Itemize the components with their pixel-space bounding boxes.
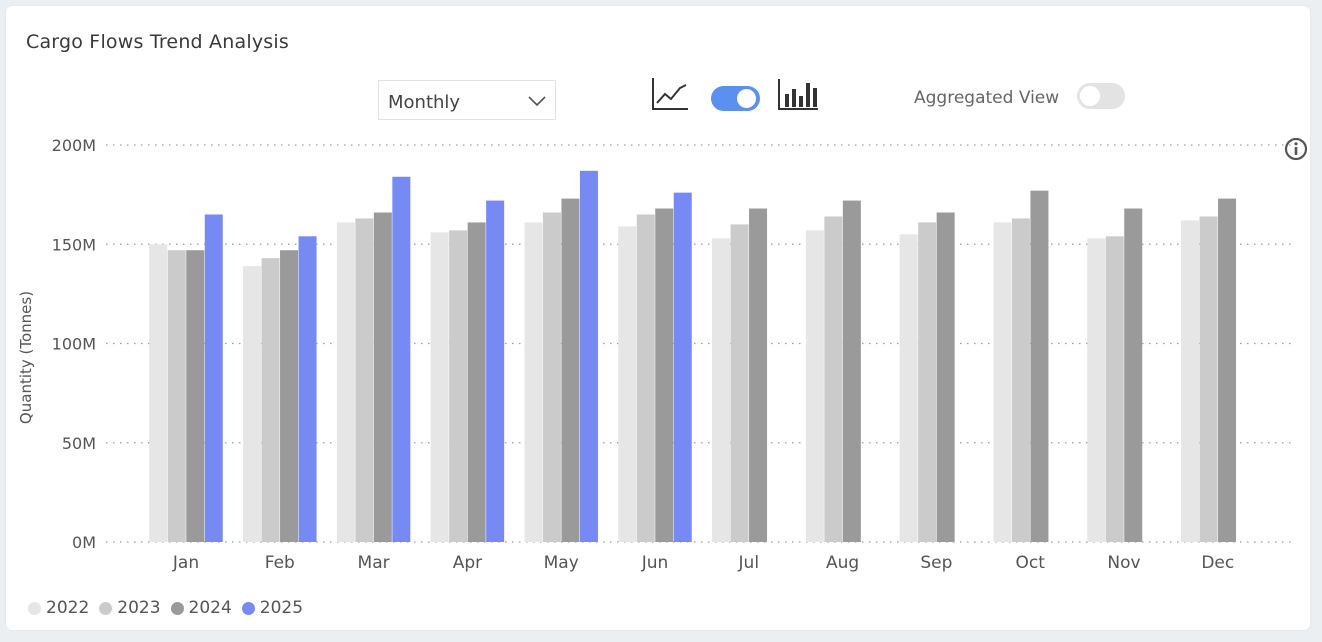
bar-2024-aug (842, 200, 861, 542)
bar-2023-jan (167, 250, 186, 542)
bar-2023-jul (730, 224, 749, 542)
x-tick-label: Jan (172, 553, 199, 573)
bar-2024-feb (280, 250, 299, 542)
bar-2023-jun (636, 214, 655, 542)
bar-2023-dec (1199, 216, 1218, 542)
y-tick-label: 150M (52, 235, 96, 254)
bar-2023-oct (1011, 218, 1030, 542)
y-tick-label: 50M (62, 434, 96, 453)
bar-2025-apr (486, 200, 505, 542)
bar-2024-jan (186, 250, 205, 542)
legend-label: 2023 (117, 598, 161, 618)
info-icon[interactable] (1284, 137, 1308, 165)
bar-2023-may (542, 212, 561, 543)
legend-dot (99, 601, 113, 615)
bar-2024-oct (1030, 190, 1049, 542)
chevron-down-icon (527, 93, 547, 112)
bar-2022-mar (336, 222, 355, 543)
bar-2023-mar (355, 218, 374, 542)
aggregated-view-label: Aggregated View (914, 88, 1060, 108)
y-tick-label: 200M (52, 136, 96, 155)
bar-2022-feb (243, 266, 262, 542)
bar-2024-jun (655, 208, 674, 542)
period-dropdown-value: Monthly (388, 92, 461, 113)
bar-2022-jan (149, 244, 168, 542)
x-tick-label: Apr (453, 553, 482, 573)
bar-2022-may (524, 222, 543, 543)
bar-2023-feb (261, 258, 280, 542)
bar-chart: 0M 50M 100M 150M 200M Quantity (Tonnes) Jan Feb… (17, 136, 1296, 573)
x-tick-label: Sep (920, 553, 952, 573)
bar-2022-jun (618, 226, 637, 542)
bar-2022-jul (712, 238, 731, 543)
bar-2025-feb (298, 236, 317, 542)
y-tick-label: 100M (52, 335, 96, 354)
legend-label: 2025 (259, 598, 304, 618)
legend-item-2023[interactable]: 2023 (99, 598, 161, 618)
bar-chart-icon[interactable] (776, 76, 820, 116)
x-tick-label: Jun (641, 553, 669, 573)
bar-2024-nov (1124, 208, 1143, 542)
x-tick-label: Jul (738, 553, 760, 573)
bar-2022-aug (805, 230, 824, 543)
bar-2023-nov (1105, 236, 1124, 542)
legend: 2022 2023 2024 2025 (28, 598, 303, 618)
x-tick-label: May (544, 553, 579, 573)
chart-type-toggle[interactable] (711, 86, 760, 111)
bar-2024-may (561, 198, 580, 542)
bar-2024-sep (936, 212, 955, 543)
bar-2023-aug (824, 216, 843, 542)
legend-item-2024[interactable]: 2024 (170, 598, 232, 618)
legend-dot (28, 601, 41, 615)
toggle-knob (737, 89, 756, 108)
y-tick-label: 0M (72, 533, 96, 552)
bar-2022-sep (899, 234, 918, 542)
bar-2022-oct (993, 222, 1012, 543)
period-dropdown[interactable]: Monthly (378, 80, 556, 120)
chart-card: Cargo Flows Trend Analysis Monthly Aggre… (6, 6, 1310, 630)
x-tick-label: Nov (1107, 553, 1140, 573)
legend-label: 2024 (188, 598, 232, 618)
bar-2025-mar (392, 176, 411, 542)
bar-2024-apr (467, 222, 486, 543)
bar-2022-nov (1087, 238, 1106, 543)
legend-dot (241, 601, 255, 615)
bar-2024-mar (373, 212, 392, 543)
legend-dot (170, 601, 184, 615)
x-tick-label: Aug (826, 553, 859, 573)
bar-2025-may (579, 170, 598, 542)
legend-item-2022[interactable]: 2022 (28, 598, 89, 618)
bar-2025-jan (204, 214, 223, 542)
bar-2024-jul (749, 208, 768, 542)
x-tick-label: Feb (265, 553, 295, 573)
line-chart-icon[interactable] (650, 76, 690, 116)
x-tick-label: Dec (1201, 553, 1234, 573)
legend-item-2025[interactable]: 2025 (241, 598, 304, 618)
bar-2023-sep (918, 222, 937, 543)
bar-2022-dec (1181, 220, 1200, 542)
chart-title: Cargo Flows Trend Analysis (26, 31, 289, 53)
legend-label: 2022 (46, 598, 90, 618)
bar-2023-apr (449, 230, 468, 543)
bar-2025-jun (673, 192, 692, 542)
bar-2024-dec (1218, 198, 1237, 542)
toggle-knob (1080, 86, 1100, 106)
aggregated-view-toggle[interactable] (1077, 83, 1125, 109)
y-axis-label: Quantity (Tonnes) (17, 291, 35, 424)
x-tick-label: Oct (1015, 553, 1045, 573)
bar-2022-apr (430, 232, 449, 542)
x-tick-label: Mar (358, 553, 390, 573)
